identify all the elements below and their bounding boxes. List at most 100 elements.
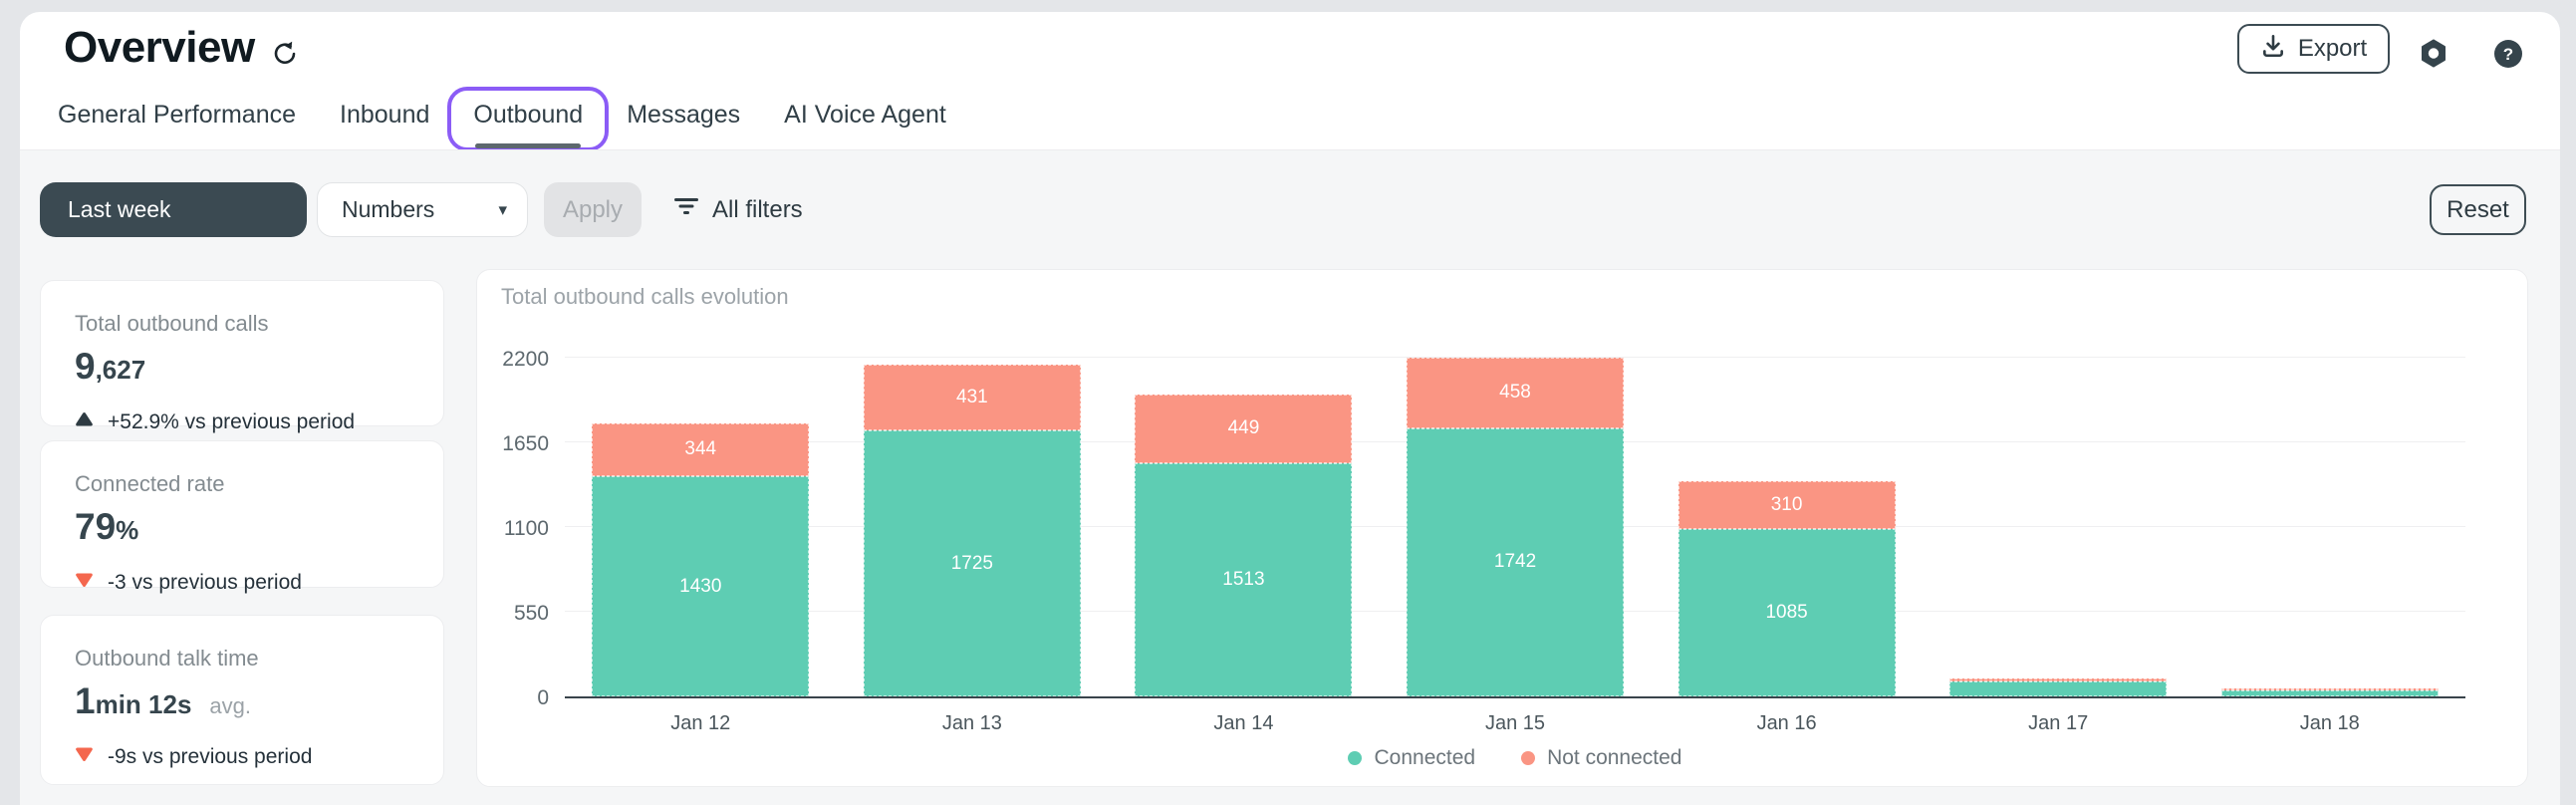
legend-dot	[1521, 751, 1536, 765]
x-tick-label: Jan 14	[1213, 712, 1274, 734]
download-icon	[2260, 33, 2286, 66]
bar-segment-connected[interactable]: 1725	[863, 430, 1081, 696]
bar-slot-jan-18	[2193, 360, 2465, 696]
bar-value-label: 1725	[950, 552, 993, 574]
gridline	[565, 357, 2465, 358]
trend-up-icon	[75, 410, 94, 434]
tab-outbound[interactable]: Outbound	[447, 87, 610, 151]
x-tick-label: Jan 15	[1484, 712, 1546, 734]
legend-item-not-connected[interactable]: Not connected	[1521, 746, 1682, 770]
legend-label: Connected	[1374, 746, 1476, 769]
kpi-value-suffix: avg.	[209, 693, 251, 718]
bar-segment-not-connected[interactable]: 449	[1135, 394, 1353, 464]
bar-segment-not-connected[interactable]	[2220, 687, 2439, 690]
bar-value-label: 458	[1499, 382, 1531, 403]
chart-x-axis: Jan 12 Jan 13 Jan 14 Jan 15 Jan 16 Jan 17 Jan …	[565, 712, 2465, 735]
kpi-value-segment: min 12s	[95, 689, 192, 719]
tab-bar: General Performance Inbound Outbound Messag…	[58, 87, 946, 151]
apply-button[interactable]: Apply	[544, 182, 642, 237]
y-tick-label: 1100	[503, 517, 549, 540]
bar-value-label: 1513	[1222, 569, 1265, 591]
legend-dot	[1348, 751, 1363, 765]
kpi-value-segment: 1	[75, 680, 96, 721]
stacked-bar[interactable]: 449 1513	[1135, 394, 1353, 696]
kpi-delta-text: +52.9% vs previous period	[108, 410, 356, 433]
tab-inbound[interactable]: Inbound	[340, 100, 429, 130]
header-divider	[20, 149, 2560, 150]
all-filters-label: All filters	[712, 195, 803, 223]
bar-segment-connected[interactable]: 1430	[592, 476, 810, 696]
export-button[interactable]: Export	[2237, 24, 2390, 74]
stacked-bar[interactable]: 431 1725	[863, 364, 1081, 696]
settings-icon[interactable]	[2419, 38, 2448, 68]
bar-value-label: 1430	[679, 575, 722, 597]
chart-card: Total outbound calls evolution 0 550 1100 1…	[476, 269, 2528, 787]
kpi-delta: -3 vs previous period	[75, 571, 409, 595]
kpi-card-connected-rate: Connected rate 79% -3 vs previous period	[40, 440, 444, 594]
refresh-icon[interactable]	[271, 40, 299, 68]
bar-segment-connected[interactable]	[1949, 680, 2168, 696]
stacked-bar[interactable]: 344 1430	[592, 422, 810, 696]
chart-title: Total outbound calls evolution	[501, 284, 789, 309]
numbers-filter-select[interactable]: Numbers ▾	[317, 182, 528, 237]
kpi-card-outbound-talk-time: Outbound talk time 1min 12s avg. -9s vs pre…	[40, 615, 444, 785]
bar-value-label: 310	[1770, 494, 1803, 516]
legend-label: Not connected	[1547, 746, 1682, 769]
bar-slot-jan-15: 458 1742	[1380, 358, 1652, 696]
bar-segment-connected[interactable]: 1742	[1406, 427, 1625, 696]
stacked-bar[interactable]: 310 1085	[1677, 481, 1896, 696]
y-tick-label: 550	[513, 602, 549, 625]
kpi-value-segment: 9	[75, 346, 96, 387]
bar-value-label: 431	[956, 387, 988, 408]
y-tick-label: 0	[537, 686, 549, 709]
export-label: Export	[2297, 35, 2368, 62]
tab-general-performance[interactable]: General Performance	[58, 100, 296, 130]
help-icon[interactable]: ?	[2493, 39, 2523, 69]
kpi-delta: -9s vs previous period	[75, 745, 409, 769]
kpi-label: Outbound talk time	[75, 646, 259, 671]
tab-messages[interactable]: Messages	[627, 100, 740, 130]
bar-segment-not-connected[interactable]: 431	[863, 364, 1081, 431]
page-title: Overview	[64, 23, 255, 72]
bar-value-label: 1742	[1493, 551, 1537, 573]
active-tab-underline	[475, 143, 582, 148]
x-tick-label: Jan 17	[2028, 712, 2089, 734]
chart-plot: 344 1430 431 1725 449 1513 458 1742 310 1085	[565, 357, 2465, 698]
chart-y-axis: 0 550 1100 1650 2200	[477, 348, 549, 709]
all-filters-button[interactable]: All filters	[673, 182, 803, 237]
bar-slot-jan-16: 310 1085	[1651, 360, 1923, 696]
kpi-label: Total outbound calls	[75, 311, 269, 336]
kpi-value: 79%	[75, 505, 409, 557]
reset-button[interactable]: Reset	[2430, 184, 2526, 235]
date-range-filter[interactable]: Last week	[40, 182, 307, 237]
kpi-value: 1min 12s avg.	[75, 679, 409, 731]
bar-segment-connected[interactable]: 1085	[1677, 529, 1896, 696]
filter-icon	[673, 195, 699, 224]
bar-value-label: 344	[684, 438, 717, 460]
kpi-label: Connected rate	[75, 471, 225, 496]
kpi-value: 9,627	[75, 345, 409, 397]
bar-segment-not-connected[interactable]: 458	[1406, 358, 1625, 428]
chart-bars: 344 1430 431 1725 449 1513 458 1742 310 1085	[565, 358, 2465, 696]
kpi-delta: +52.9% vs previous period	[75, 410, 409, 434]
bar-segment-connected[interactable]	[2220, 689, 2439, 696]
legend-item-connected[interactable]: Connected	[1348, 746, 1475, 770]
bar-segment-not-connected[interactable]: 310	[1677, 481, 1896, 530]
stacked-bar[interactable]	[2220, 687, 2439, 696]
bar-slot-jan-12: 344 1430	[565, 360, 837, 696]
bar-segment-connected[interactable]: 1513	[1135, 463, 1353, 696]
stacked-bar[interactable]	[1949, 678, 2168, 696]
x-tick-label: Jan 12	[670, 712, 731, 734]
x-tick-label: Jan 18	[2299, 712, 2360, 734]
trend-down-icon	[75, 571, 94, 595]
trend-down-icon	[75, 745, 94, 769]
tab-ai-voice-agent[interactable]: AI Voice Agent	[784, 100, 946, 130]
numbers-filter-label: Numbers	[342, 196, 435, 222]
bar-segment-not-connected[interactable]	[1949, 678, 2168, 681]
bar-segment-not-connected[interactable]: 344	[592, 422, 810, 476]
stacked-bar[interactable]: 458 1742	[1406, 358, 1625, 696]
chart-legend: Connected Not connected	[565, 746, 2465, 770]
bar-slot-jan-13: 431 1725	[837, 360, 1109, 696]
bar-value-label: 449	[1227, 417, 1260, 439]
